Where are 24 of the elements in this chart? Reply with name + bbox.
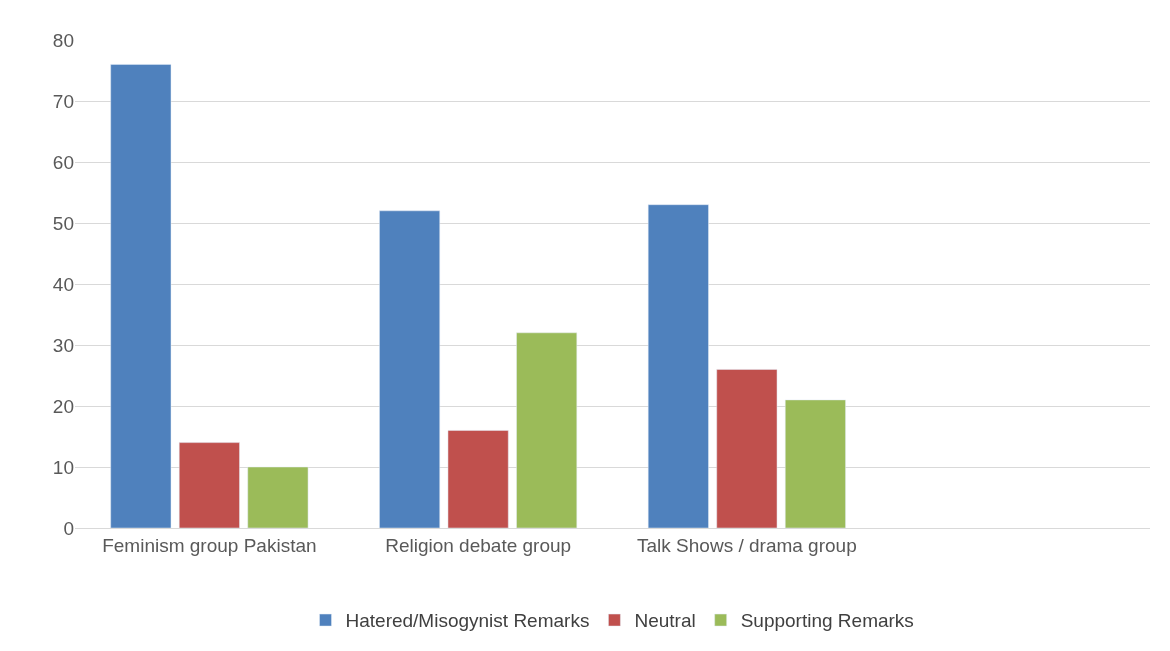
y-tick-label: 0: [63, 517, 74, 539]
y-tick-label: 60: [52, 151, 74, 173]
x-tick-label: Talk Shows / drama group: [637, 534, 857, 556]
y-tick-label: 50: [52, 212, 74, 234]
bar: [178, 442, 240, 528]
legend-label: Supporting Remarks: [740, 610, 914, 632]
y-tick-label: 80: [52, 29, 74, 51]
bar: [516, 332, 578, 528]
x-tick-label: Religion debate group: [385, 534, 572, 556]
bar: [110, 64, 172, 528]
legend-label: Neutral: [634, 610, 696, 632]
y-tick-label: 70: [52, 90, 74, 112]
bar: [785, 399, 846, 528]
y-tick-label: 30: [52, 334, 74, 356]
legend-label: Hatered/Misogynist Remarks: [345, 610, 590, 632]
y-tick-label: 40: [52, 273, 74, 295]
bar: [447, 430, 509, 528]
y-tick-label: 10: [52, 456, 74, 478]
x-tick-label: Feminism group Pakistan: [102, 534, 317, 556]
bar: [379, 210, 440, 528]
y-tick-label: 20: [52, 395, 74, 417]
bar: [716, 369, 778, 528]
bar: [647, 204, 709, 528]
bar: [247, 466, 309, 528]
